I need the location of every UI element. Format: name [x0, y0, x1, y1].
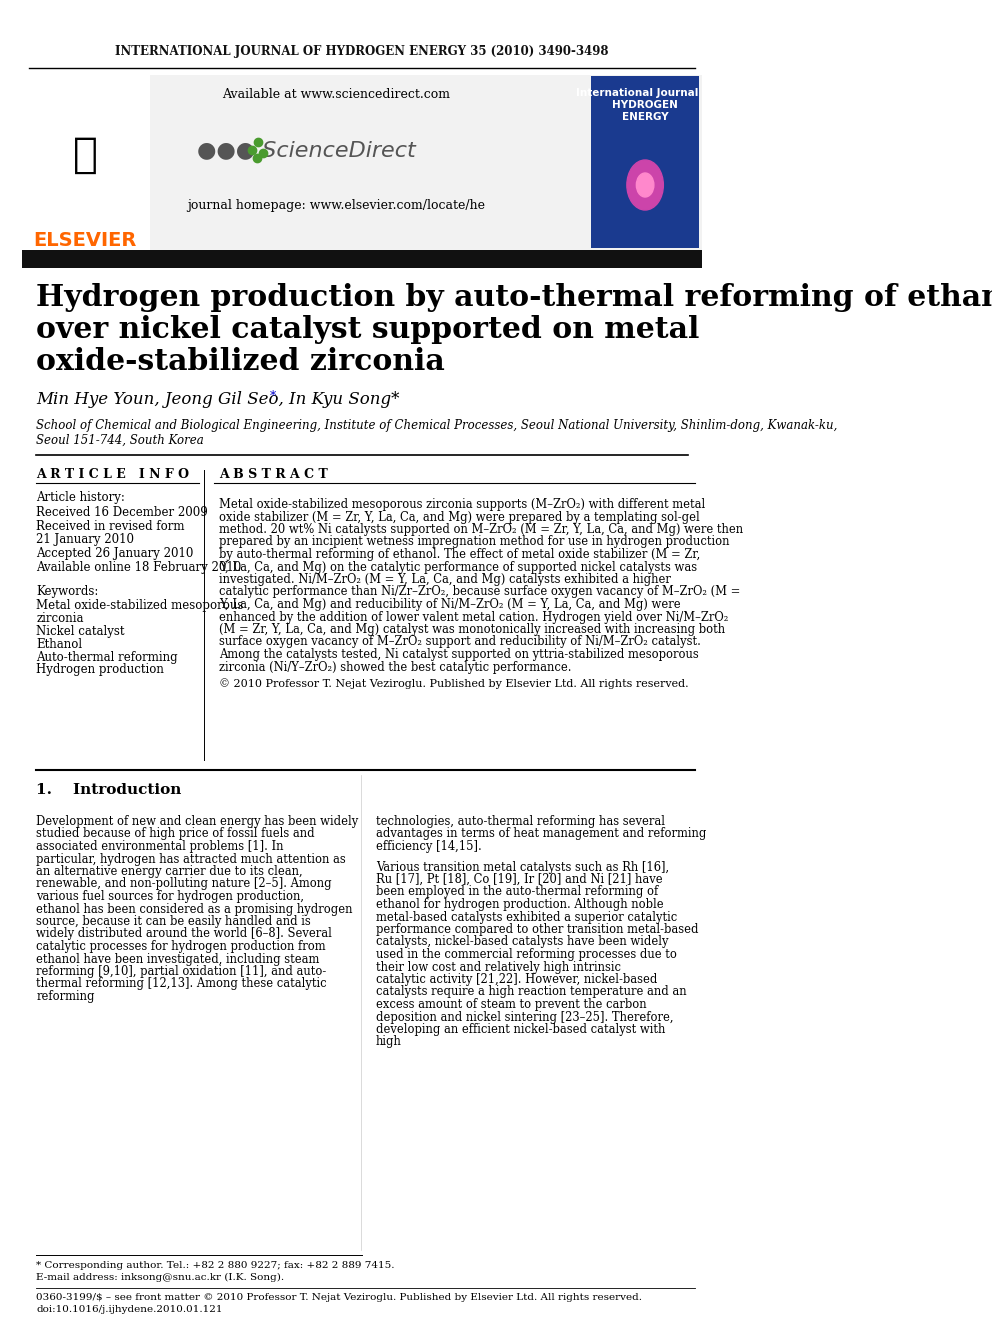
Text: School of Chemical and Biological Engineering, Institute of Chemical Processes, : School of Chemical and Biological Engine…: [37, 418, 838, 431]
Text: Available at www.sciencedirect.com: Available at www.sciencedirect.com: [221, 89, 449, 102]
Text: catalytic performance than Ni/Zr–ZrO₂, because surface oxygen vacancy of M–ZrO₂ : catalytic performance than Ni/Zr–ZrO₂, b…: [219, 586, 740, 598]
Text: Ethanol: Ethanol: [37, 638, 82, 651]
Text: Received in revised form: Received in revised form: [37, 520, 185, 532]
Text: ethanol has been considered as a promising hydrogen: ethanol has been considered as a promisi…: [37, 902, 353, 916]
Text: prepared by an incipient wetness impregnation method for use in hydrogen product: prepared by an incipient wetness impregn…: [219, 536, 729, 549]
Text: Ru [17], Pt [18], Co [19], Ir [20] and Ni [21] have: Ru [17], Pt [18], Co [19], Ir [20] and N…: [376, 873, 663, 886]
Text: developing an efficient nickel-based catalyst with: developing an efficient nickel-based cat…: [376, 1023, 666, 1036]
Text: performance compared to other transition metal-based: performance compared to other transition…: [376, 923, 698, 935]
Text: over nickel catalyst supported on metal: over nickel catalyst supported on metal: [37, 315, 700, 344]
Text: * Corresponding author. Tel.: +82 2 880 9227; fax: +82 2 889 7415.: * Corresponding author. Tel.: +82 2 880 …: [37, 1261, 395, 1270]
Text: doi:10.1016/j.ijhydene.2010.01.121: doi:10.1016/j.ijhydene.2010.01.121: [37, 1306, 223, 1315]
Text: Among the catalysts tested, Ni catalyst supported on yttria-stabilized mesoporou: Among the catalysts tested, Ni catalyst …: [219, 648, 698, 662]
Text: Metal oxide-stabilized mesoporous zirconia supports (M–ZrO₂) with different meta: Metal oxide-stabilized mesoporous zircon…: [219, 497, 705, 511]
Text: 21 January 2010: 21 January 2010: [37, 533, 135, 546]
Text: studied because of high price of fossil fuels and: studied because of high price of fossil …: [37, 827, 315, 840]
Text: Hydrogen production: Hydrogen production: [37, 664, 165, 676]
FancyBboxPatch shape: [22, 250, 702, 269]
Text: Development of new and clean energy has been widely: Development of new and clean energy has …: [37, 815, 359, 828]
Text: Article history:: Article history:: [37, 492, 125, 504]
Text: A B S T R A C T: A B S T R A C T: [219, 468, 327, 482]
Text: renewable, and non-polluting nature [2–5]. Among: renewable, and non-polluting nature [2–5…: [37, 877, 332, 890]
Text: reforming [9,10], partial oxidation [11], and auto-: reforming [9,10], partial oxidation [11]…: [37, 964, 326, 978]
Text: 1.    Introduction: 1. Introduction: [37, 783, 182, 796]
Text: their low cost and relatively high intrinsic: their low cost and relatively high intri…: [376, 960, 621, 974]
Text: associated environmental problems [1]. In: associated environmental problems [1]. I…: [37, 840, 284, 853]
Text: Received 16 December 2009: Received 16 December 2009: [37, 505, 208, 519]
FancyBboxPatch shape: [22, 75, 150, 250]
Text: Y, La, Ca, and Mg) and reducibility of Ni/M–ZrO₂ (M = Y, La, Ca, and Mg) were: Y, La, Ca, and Mg) and reducibility of N…: [219, 598, 681, 611]
Text: Y, La, Ca, and Mg) on the catalytic performance of supported nickel catalysts wa: Y, La, Ca, and Mg) on the catalytic perf…: [219, 561, 697, 573]
Circle shape: [627, 160, 664, 210]
Text: various fuel sources for hydrogen production,: various fuel sources for hydrogen produc…: [37, 890, 305, 904]
Text: enhanced by the addition of lower valent metal cation. Hydrogen yield over Ni/M–: enhanced by the addition of lower valent…: [219, 610, 728, 623]
Text: excess amount of steam to prevent the carbon: excess amount of steam to prevent the ca…: [376, 998, 647, 1011]
Text: been employed in the auto-thermal reforming of: been employed in the auto-thermal reform…: [376, 885, 658, 898]
Text: catalytic activity [21,22]. However, nickel-based: catalytic activity [21,22]. However, nic…: [376, 972, 658, 986]
Text: Various transition metal catalysts such as Rh [16],: Various transition metal catalysts such …: [376, 860, 669, 873]
Text: Accepted 26 January 2010: Accepted 26 January 2010: [37, 548, 193, 561]
Text: 0360-3199/$ – see front matter © 2010 Professor T. Nejat Veziroglu. Published by: 0360-3199/$ – see front matter © 2010 Pr…: [37, 1294, 643, 1303]
Text: ●●● ScienceDirect: ●●● ScienceDirect: [197, 140, 416, 160]
Text: surface oxygen vacancy of M–ZrO₂ support and reducibility of Ni/M–ZrO₂ catalyst.: surface oxygen vacancy of M–ZrO₂ support…: [219, 635, 700, 648]
Text: advantages in terms of heat management and reforming: advantages in terms of heat management a…: [376, 827, 706, 840]
Circle shape: [636, 173, 654, 197]
Text: particular, hydrogen has attracted much attention as: particular, hydrogen has attracted much …: [37, 852, 346, 865]
Text: technologies, auto-thermal reforming has several: technologies, auto-thermal reforming has…: [376, 815, 665, 828]
Text: Keywords:: Keywords:: [37, 586, 99, 598]
Text: 🌳: 🌳: [72, 134, 98, 176]
Text: catalysts require a high reaction temperature and an: catalysts require a high reaction temper…: [376, 986, 686, 999]
Text: journal homepage: www.elsevier.com/locate/he: journal homepage: www.elsevier.com/locat…: [186, 198, 485, 212]
Text: INTERNATIONAL JOURNAL OF HYDROGEN ENERGY 35 (2010) 3490-3498: INTERNATIONAL JOURNAL OF HYDROGEN ENERGY…: [115, 45, 609, 58]
Text: high: high: [376, 1036, 402, 1049]
Text: *: *: [270, 389, 276, 402]
Text: (M = Zr, Y, La, Ca, and Mg) catalyst was monotonically increased with increasing: (M = Zr, Y, La, Ca, and Mg) catalyst was…: [219, 623, 725, 636]
Text: thermal reforming [12,13]. Among these catalytic: thermal reforming [12,13]. Among these c…: [37, 978, 327, 991]
Text: oxide stabilizer (M = Zr, Y, La, Ca, and Mg) were prepared by a templating sol-g: oxide stabilizer (M = Zr, Y, La, Ca, and…: [219, 511, 699, 524]
FancyBboxPatch shape: [591, 75, 699, 247]
Text: widely distributed around the world [6–8]. Several: widely distributed around the world [6–8…: [37, 927, 332, 941]
Text: metal-based catalysts exhibited a superior catalytic: metal-based catalysts exhibited a superi…: [376, 910, 678, 923]
Text: Min Hye Youn, Jeong Gil Seo, In Kyu Song*: Min Hye Youn, Jeong Gil Seo, In Kyu Song…: [37, 392, 400, 409]
Text: © 2010 Professor T. Nejat Veziroglu. Published by Elsevier Ltd. All rights reser: © 2010 Professor T. Nejat Veziroglu. Pub…: [219, 677, 688, 689]
Text: an alternative energy carrier due to its clean,: an alternative energy carrier due to its…: [37, 865, 304, 878]
Text: ethanol have been investigated, including steam: ethanol have been investigated, includin…: [37, 953, 319, 966]
Text: E-mail address: inksong@snu.ac.kr (I.K. Song).: E-mail address: inksong@snu.ac.kr (I.K. …: [37, 1273, 285, 1282]
Text: Hydrogen production by auto-thermal reforming of ethanol: Hydrogen production by auto-thermal refo…: [37, 283, 992, 312]
Text: Nickel catalyst: Nickel catalyst: [37, 624, 125, 638]
Text: Seoul 151-744, South Korea: Seoul 151-744, South Korea: [37, 434, 204, 446]
Text: oxide-stabilized zirconia: oxide-stabilized zirconia: [37, 348, 445, 377]
Text: ethanol for hydrogen production. Although noble: ethanol for hydrogen production. Althoug…: [376, 898, 664, 912]
Text: catalysts, nickel-based catalysts have been widely: catalysts, nickel-based catalysts have b…: [376, 935, 669, 949]
Text: efficiency [14,15].: efficiency [14,15].: [376, 840, 481, 853]
Text: Available online 18 February 2010: Available online 18 February 2010: [37, 561, 242, 574]
FancyBboxPatch shape: [22, 75, 702, 250]
Text: zirconia: zirconia: [37, 611, 84, 624]
Text: ELSEVIER: ELSEVIER: [34, 230, 137, 250]
Text: zirconia (Ni/Y–ZrO₂) showed the best catalytic performance.: zirconia (Ni/Y–ZrO₂) showed the best cat…: [219, 660, 571, 673]
Text: deposition and nickel sintering [23–25]. Therefore,: deposition and nickel sintering [23–25].…: [376, 1011, 674, 1024]
Text: by auto-thermal reforming of ethanol. The effect of metal oxide stabilizer (M = : by auto-thermal reforming of ethanol. Th…: [219, 548, 700, 561]
Text: A R T I C L E   I N F O: A R T I C L E I N F O: [37, 468, 189, 482]
Text: investigated. Ni/M–ZrO₂ (M = Y, La, Ca, and Mg) catalysts exhibited a higher: investigated. Ni/M–ZrO₂ (M = Y, La, Ca, …: [219, 573, 671, 586]
Text: International Journal of
HYDROGEN
ENERGY: International Journal of HYDROGEN ENERGY: [576, 89, 714, 122]
Text: reforming: reforming: [37, 990, 95, 1003]
Text: Auto-thermal reforming: Auto-thermal reforming: [37, 651, 179, 664]
Text: used in the commercial reforming processes due to: used in the commercial reforming process…: [376, 949, 677, 960]
Text: source, because it can be easily handled and is: source, because it can be easily handled…: [37, 916, 311, 927]
Text: method. 20 wt% Ni catalysts supported on M–ZrO₂ (M = Zr, Y, La, Ca, and Mg) were: method. 20 wt% Ni catalysts supported on…: [219, 523, 743, 536]
Text: Metal oxide-stabilized mesoporous: Metal oxide-stabilized mesoporous: [37, 598, 244, 611]
Text: catalytic processes for hydrogen production from: catalytic processes for hydrogen product…: [37, 941, 326, 953]
